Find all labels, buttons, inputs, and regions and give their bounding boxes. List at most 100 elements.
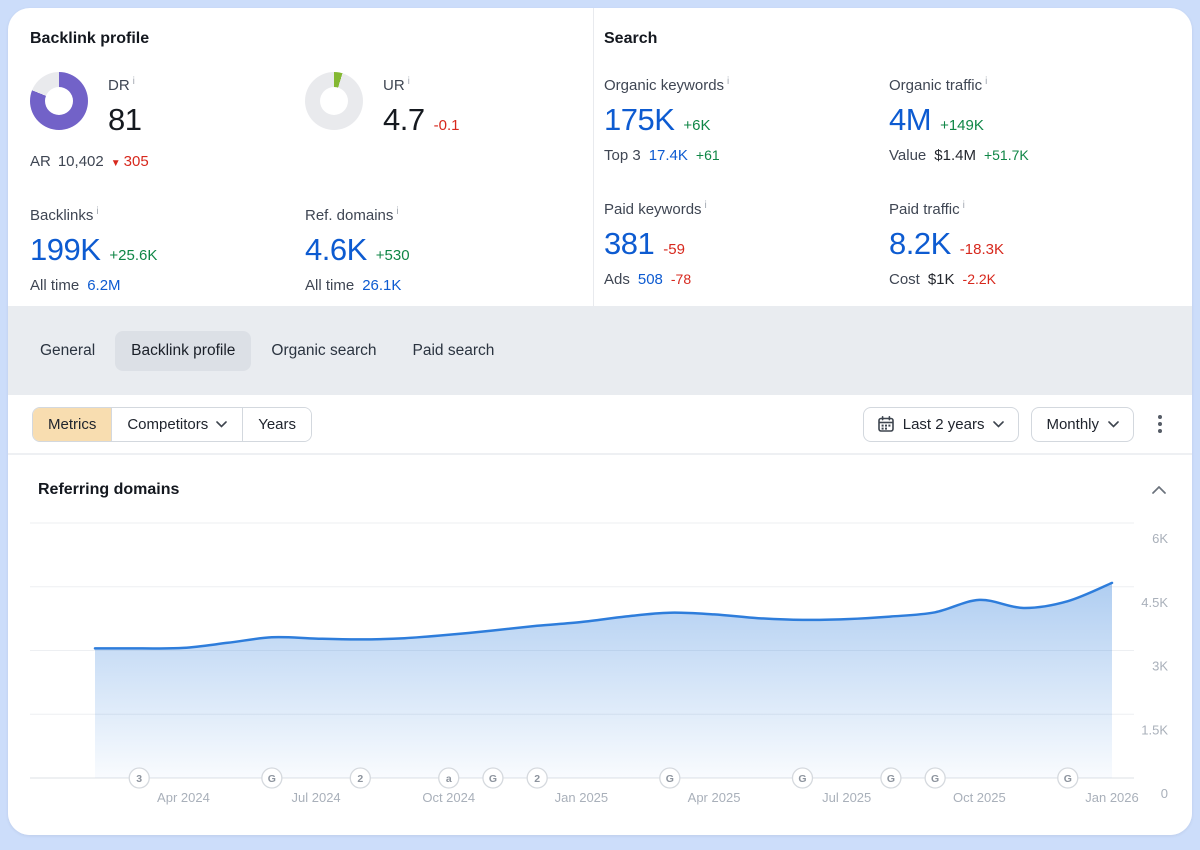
referring-domains-chart[interactable]: 6K 4.5K 3K 1.5K 0 Apr 2024 Jul 2024 Oct 2024 Jan…	[8, 455, 1192, 835]
dr-donut-chart	[30, 72, 88, 130]
ref-domains-stat: Ref. domains 4.6K +530 All time 26.1K	[305, 202, 593, 294]
ads-value[interactable]: 508	[637, 271, 663, 288]
search-section: Search Organic keywords 175K +6K Top 3 1…	[593, 8, 1192, 306]
section-tabs: General Backlink profile Organic search …	[8, 306, 1192, 395]
svg-text:G: G	[666, 773, 674, 785]
organic-keywords-value[interactable]: 175K	[604, 102, 675, 137]
cost-value: $1K	[927, 271, 955, 288]
svg-text:0: 0	[1161, 786, 1168, 801]
tab-backlink-profile[interactable]: Backlink profile	[115, 330, 252, 371]
paid-traffic-stat: Paid traffic 8.2K -18.3K Cost $1K -2.2K	[889, 196, 1192, 288]
chart-toolbar: Metrics Competitors Years Last 2 years	[8, 395, 1192, 453]
divider	[8, 453, 1192, 455]
backlinks-delta: +25.6K	[109, 247, 158, 264]
backlink-profile-title: Backlink profile	[30, 30, 150, 47]
ar-value[interactable]: 10,402	[57, 153, 104, 170]
organic-traffic-label: Organic traffic	[889, 77, 987, 94]
backlinks-alltime-value[interactable]: 6.2M	[87, 277, 121, 294]
svg-text:Jul 2024: Jul 2024	[292, 790, 341, 805]
stats-panel: Backlink profile DR 81 AR 10,402	[8, 8, 1192, 306]
svg-text:Jul 2025: Jul 2025	[822, 790, 871, 805]
ur-stat: UR 4.7 -0.1	[305, 72, 593, 170]
more-options-kebab-icon[interactable]	[1152, 409, 1168, 439]
calendar-icon	[877, 416, 894, 432]
ref-domains-label: Ref. domains	[305, 207, 399, 224]
svg-text:Jan 2025: Jan 2025	[555, 790, 609, 805]
organic-keywords-stat: Organic keywords 175K +6K Top 3 17.4K +6…	[604, 72, 889, 164]
competitors-button[interactable]: Competitors	[111, 407, 243, 441]
ur-donut-chart	[305, 72, 363, 130]
svg-text:2: 2	[534, 773, 540, 785]
svg-text:Apr 2024: Apr 2024	[157, 790, 210, 805]
ar-delta: 305	[123, 153, 149, 170]
paid-keywords-stat: Paid keywords 381 -59 Ads 508 -78	[604, 196, 889, 288]
organic-keywords-label: Organic keywords	[604, 77, 729, 94]
svg-text:G: G	[798, 773, 806, 785]
ar-label: AR	[30, 153, 51, 170]
chart-title: Referring domains	[38, 481, 180, 498]
svg-text:2: 2	[357, 773, 363, 785]
paid-traffic-delta: -18.3K	[959, 241, 1004, 258]
granularity-button[interactable]: Monthly	[1031, 406, 1134, 442]
top3-delta: +61	[695, 147, 720, 163]
cost-label: Cost	[889, 271, 920, 288]
value-delta: +51.7K	[983, 147, 1029, 163]
svg-text:G: G	[931, 773, 939, 785]
cost-delta: -2.2K	[962, 271, 997, 287]
chevron-down-icon	[1108, 420, 1119, 428]
organic-traffic-delta: +149K	[940, 117, 984, 134]
backlinks-value[interactable]: 199K	[30, 232, 101, 267]
ref-domains-delta: +530	[375, 247, 410, 264]
dr-stat: DR 81 AR 10,402 305	[30, 72, 305, 170]
metrics-button[interactable]: Metrics	[33, 407, 112, 441]
backlink-profile-section: Backlink profile DR 81 AR 10,402	[8, 8, 593, 306]
svg-text:3: 3	[136, 773, 142, 785]
paid-keywords-value[interactable]: 381	[604, 226, 655, 261]
ur-value: 4.7	[383, 102, 425, 137]
svg-text:1.5K: 1.5K	[1141, 722, 1168, 737]
organic-keywords-delta: +6K	[683, 117, 711, 134]
paid-traffic-value[interactable]: 8.2K	[889, 226, 951, 261]
svg-text:Oct 2024: Oct 2024	[422, 790, 475, 805]
collapse-chevron-up-icon[interactable]	[1148, 477, 1170, 503]
tab-general[interactable]: General	[40, 341, 96, 359]
paid-traffic-label: Paid traffic	[889, 201, 965, 218]
organic-traffic-value[interactable]: 4M	[889, 102, 932, 137]
ads-label: Ads	[604, 271, 630, 288]
dr-label: DR	[108, 77, 135, 94]
svg-text:Jan 2026: Jan 2026	[1085, 790, 1139, 805]
svg-text:a: a	[446, 773, 452, 785]
triangle-down-icon	[111, 158, 121, 169]
dr-value: 81	[108, 102, 142, 137]
top3-label: Top 3	[604, 147, 641, 164]
organic-traffic-stat: Organic traffic 4M +149K Value $1.4M +51…	[889, 72, 1192, 164]
svg-text:3K: 3K	[1152, 659, 1168, 674]
ur-label: UR	[383, 77, 410, 94]
search-title: Search	[604, 30, 658, 47]
referring-domains-section: Referring domains 6K 4.5K 3K 1.5K 0 Apr 2024 J…	[8, 455, 1192, 835]
value-amount: $1.4M	[934, 147, 976, 164]
ref-domains-alltime-label: All time	[305, 277, 355, 294]
tab-organic-search[interactable]: Organic search	[271, 341, 377, 359]
chevron-down-icon	[993, 420, 1005, 428]
ref-domains-alltime-value[interactable]: 26.1K	[362, 277, 402, 294]
backlinks-stat: Backlinks 199K +25.6K All time 6.2M	[30, 202, 305, 294]
date-range-button[interactable]: Last 2 years	[862, 406, 1020, 442]
ref-domains-value[interactable]: 4.6K	[305, 232, 367, 267]
svg-text:Oct 2025: Oct 2025	[953, 790, 1006, 805]
backlinks-label: Backlinks	[30, 207, 99, 224]
overview-card: Backlink profile DR 81 AR 10,402	[8, 8, 1192, 835]
svg-text:G: G	[1064, 773, 1072, 785]
svg-text:G: G	[268, 773, 276, 785]
paid-keywords-label: Paid keywords	[604, 201, 707, 218]
ur-delta: -0.1	[433, 117, 460, 134]
svg-text:4.5K: 4.5K	[1141, 595, 1168, 610]
value-label: Value	[889, 147, 927, 164]
svg-text:G: G	[887, 773, 895, 785]
paid-keywords-delta: -59	[663, 241, 685, 258]
years-button[interactable]: Years	[242, 407, 312, 441]
ads-delta: -78	[670, 271, 692, 287]
top3-value[interactable]: 17.4K	[648, 147, 688, 164]
svg-text:Apr 2025: Apr 2025	[688, 790, 741, 805]
tab-paid-search[interactable]: Paid search	[412, 341, 495, 359]
